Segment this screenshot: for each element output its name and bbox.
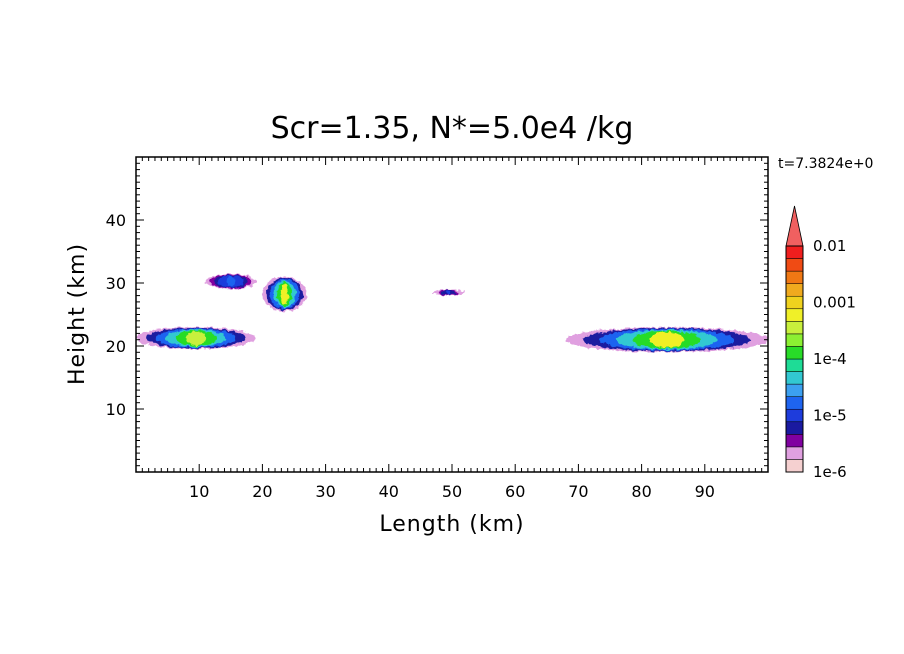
x-tick-label: 60 <box>505 482 525 501</box>
x-tick-label: 40 <box>379 482 399 501</box>
colorbar-swatch <box>785 408 804 423</box>
colorbar-tick-label: 1e-4 <box>813 350 847 368</box>
x-tick-label: 30 <box>315 482 335 501</box>
plot-frame <box>135 156 769 473</box>
contour-level <box>280 283 289 305</box>
colorbar-swatch <box>785 434 804 448</box>
region-upper-left-patch <box>205 273 257 290</box>
contour-level <box>446 290 452 295</box>
contour-level <box>226 276 236 287</box>
colorbar-swatch <box>785 270 804 284</box>
colorbar-swatch <box>785 371 804 385</box>
colorbar-tick-label: 0.01 <box>813 237 846 255</box>
colorbar-swatch <box>785 245 804 259</box>
colorbar-swatch <box>785 396 804 410</box>
colorbar: 1e-6 1e-5 1e-4 0.001 0.01 <box>785 205 856 481</box>
colorbar-swatch <box>785 421 804 435</box>
region-right-layer <box>565 327 768 353</box>
y-axis-label: Height (km) <box>65 243 90 385</box>
colorbar-tick-label: 1e-6 <box>813 463 847 481</box>
colorbar-swatch <box>785 283 804 297</box>
region-center-small-patch <box>433 289 465 296</box>
y-tick-label: 10 <box>106 400 126 419</box>
colorbar-swatch <box>785 346 804 360</box>
region-center-left-column <box>262 276 307 312</box>
chart-title: Scr=1.35, N*=5.0e4 /kg <box>271 111 634 146</box>
x-tick-label: 10 <box>189 482 209 501</box>
colorbar-swatch <box>785 459 804 473</box>
x-tick-label: 90 <box>695 482 715 501</box>
colorbar-swatch <box>785 333 804 347</box>
colorbar-tick-label: 0.001 <box>813 294 856 312</box>
colorbar-swatch <box>785 383 804 397</box>
colorbar-swatch <box>785 358 804 372</box>
region-lower-left-layer <box>136 327 257 350</box>
colorbar-swatch <box>785 308 804 322</box>
plot-field <box>136 273 768 353</box>
x-axis-label: Length (km) <box>379 512 524 537</box>
time-readout: t=7.3824e+0 <box>778 156 873 172</box>
colorbar-swatch <box>785 258 804 272</box>
colorbar-extend-arrow <box>785 205 804 247</box>
x-axis-ticks: 10 20 30 40 50 60 70 80 90 <box>141 157 763 501</box>
y-tick-label: 20 <box>106 337 126 356</box>
contour-level <box>186 331 207 346</box>
y-axis-ticks: 10 20 30 40 <box>106 162 768 467</box>
contour-level <box>650 331 684 348</box>
y-tick-label: 40 <box>106 211 126 230</box>
x-tick-label: 80 <box>631 482 651 501</box>
colorbar-swatch <box>785 446 804 460</box>
colorbar-swatch <box>785 295 804 310</box>
x-tick-label: 20 <box>252 482 272 501</box>
colorbar-frame <box>785 245 804 473</box>
y-tick-label: 30 <box>106 274 126 293</box>
colorbar-swatch <box>785 321 804 335</box>
colorbar-tick-label: 1e-5 <box>813 407 847 425</box>
x-tick-label: 50 <box>442 482 462 501</box>
x-tick-label: 70 <box>568 482 588 501</box>
